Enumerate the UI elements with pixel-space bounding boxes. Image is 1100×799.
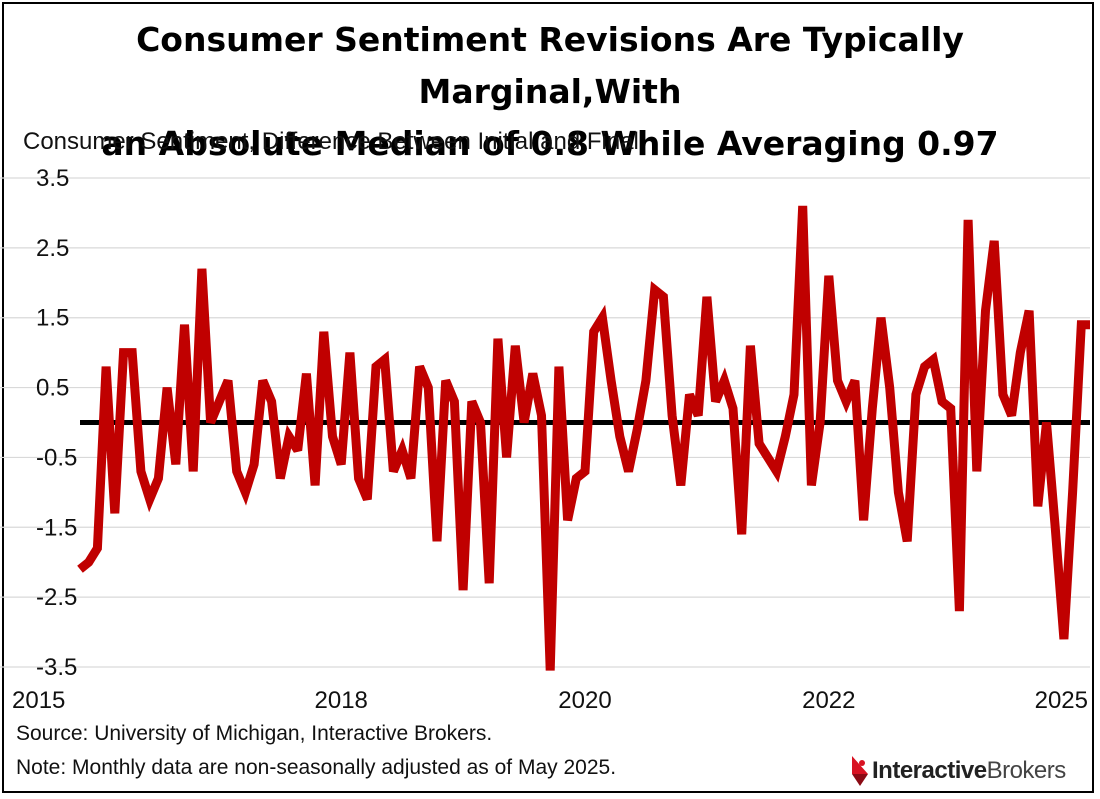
source-note: Source: University of Michigan, Interact… [16,722,493,745]
series-group [77,205,1090,671]
logo-wordmark: InteractiveBrokers [872,757,1066,785]
y-tick-label: -0.5 [36,444,77,471]
y-tick-label: 3.5 [36,165,69,192]
y-tick-label: 1.5 [36,305,69,332]
data-note: Note: Monthly data are non-seasonally ad… [16,756,617,779]
chart-title-line-1: Consumer Sentiment Revisions Are Typical… [136,20,964,111]
y-axis-label: Consumer Sentiment, Difference Between I… [23,128,639,155]
x-tick-label: 2015 [12,687,65,714]
x-tick-label: 2025 [1035,687,1088,714]
y-tick-label: 0.5 [36,375,69,402]
y-tick-label: -2.5 [36,584,77,611]
interactive-brokers-logo-icon [852,756,868,786]
x-tick-label: 2022 [802,687,855,714]
y-axis-ticks: 3.5 2.5 1.5 0.5 -0.5 -1.5 -2.5 -3.5 [36,165,77,681]
series-line [77,205,1090,671]
y-tick-label: -3.5 [36,654,77,681]
x-axis-ticks: 2015 2018 2020 2022 2025 [12,687,1088,714]
logo-wordmark-bold: Interactive [872,757,987,784]
chart-title: Consumer Sentiment Revisions Are Typical… [0,14,1100,170]
interactive-brokers-logo: InteractiveBrokers [848,752,1066,790]
logo-wordmark-light: Brokers [986,757,1067,784]
y-tick-label: -1.5 [36,514,77,541]
x-tick-label: 2020 [558,687,611,714]
x-tick-label: 2018 [315,687,368,714]
chart-title-line-2: an Absolute Median of 0.8 While Averagin… [101,124,999,163]
y-tick-label: 2.5 [36,235,69,262]
